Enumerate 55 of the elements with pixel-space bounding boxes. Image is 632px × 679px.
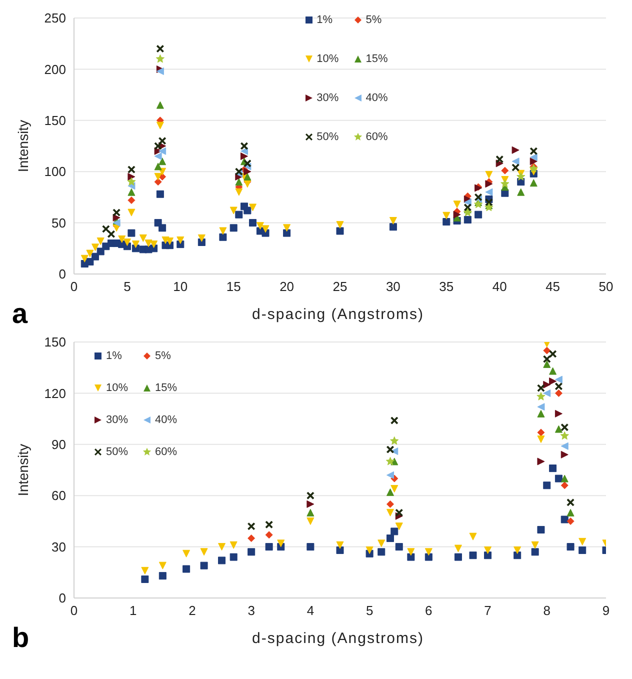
y-tick-label: 0 <box>58 266 66 282</box>
x-tick-label: 50 <box>598 279 614 294</box>
x-tick-label: 0 <box>70 279 78 294</box>
legend-label: 30% <box>316 92 339 104</box>
y-tick-label: 60 <box>52 488 66 504</box>
x-axis-title: d-spacing (Angstroms) <box>251 630 425 647</box>
text: b <box>12 622 30 654</box>
legend-label: 15% <box>155 382 178 394</box>
x-tick-label: 5 <box>124 279 131 294</box>
x-tick-label: 6 <box>425 603 432 618</box>
x-tick-label: 2 <box>188 603 196 618</box>
x-tick-label: 45 <box>546 279 560 294</box>
x-tick-label: 7 <box>484 603 492 618</box>
y-tick-label: 90 <box>52 437 66 452</box>
legend-label: 1% <box>106 350 122 362</box>
y-tick-label: 150 <box>44 113 66 128</box>
x-tick-label: 15 <box>226 279 241 294</box>
legend-label: 40% <box>155 414 178 426</box>
legend-label: 40% <box>366 92 388 104</box>
legend-label: 10% <box>106 382 128 394</box>
legend-label: 50% <box>106 446 128 458</box>
y-tick-label: 250 <box>44 10 66 26</box>
x-axis-title: d-spacing (Angstroms) <box>251 306 425 323</box>
x-tick-label: 8 <box>543 603 551 618</box>
x-tick-label: 5 <box>366 603 374 618</box>
x-tick-label: 0 <box>70 603 78 618</box>
y-tick-label: 200 <box>44 62 66 77</box>
legend-label: 5% <box>155 350 171 362</box>
y-tick-label: 0 <box>58 590 66 606</box>
x-tick-label: 10 <box>173 279 188 294</box>
y-tick-label: 30 <box>52 539 66 554</box>
x-tick-label: 30 <box>386 279 400 294</box>
y-tick-label: 100 <box>44 164 66 180</box>
x-tick-label: 25 <box>332 279 348 294</box>
x-tick-label: 35 <box>439 279 454 294</box>
legend-label: 1% <box>316 14 333 26</box>
y-tick-label: 150 <box>44 334 66 350</box>
legend-label: 10% <box>316 53 339 65</box>
x-tick-label: 40 <box>492 279 507 294</box>
legend-label: 60% <box>155 446 178 458</box>
legend-label: 50% <box>316 131 339 143</box>
y-tick-label: 120 <box>44 386 66 401</box>
legend-label: 15% <box>366 53 388 65</box>
x-tick-label: 9 <box>602 603 610 618</box>
x-tick-label: 20 <box>280 279 294 294</box>
y-axis-title: Intensity <box>14 120 31 172</box>
x-tick-label: 1 <box>129 603 137 618</box>
x-tick-label: 4 <box>306 603 314 618</box>
legend-label: 30% <box>106 414 128 426</box>
y-axis-title: Intensity <box>14 444 31 496</box>
x-tick-label: 3 <box>248 603 255 618</box>
text: a <box>12 298 28 330</box>
legend-label: 60% <box>366 131 388 143</box>
y-tick-label: 50 <box>52 215 66 230</box>
legend-label: 5% <box>366 14 382 26</box>
